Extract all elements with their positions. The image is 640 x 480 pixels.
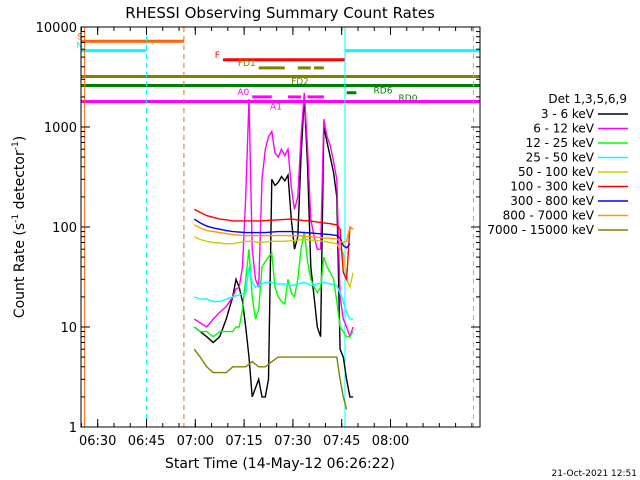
state-label-s: S bbox=[77, 32, 83, 42]
legend-entry-label: 25 - 50 keV bbox=[526, 151, 595, 165]
legend-entry-label: 12 - 25 keV bbox=[526, 136, 595, 150]
state-label-a1: A1 bbox=[270, 102, 282, 112]
legend-entry-label: 100 - 300 keV bbox=[510, 180, 594, 194]
y-axis-ticks: 1 10 100 1000 10000 bbox=[36, 21, 480, 436]
y-axis-label-main: Count Rate (s bbox=[12, 223, 28, 318]
series-line-8 bbox=[193, 348, 348, 410]
series-line-4 bbox=[193, 236, 354, 290]
legend-entry-label: 6 - 12 keV bbox=[533, 122, 595, 136]
x-tick-label: 06:30 bbox=[79, 434, 116, 449]
footer-timestamp: 21-Oct-2021 12:51 bbox=[552, 469, 637, 479]
series-line-2 bbox=[193, 231, 354, 338]
state-label-n: N bbox=[76, 42, 83, 52]
y-tick-label: 1 bbox=[69, 421, 77, 436]
y-axis-label: Count Rate (s-1 detector-1) bbox=[11, 136, 28, 318]
series-lines bbox=[193, 92, 354, 410]
series-line-7 bbox=[193, 224, 354, 244]
chart-title: RHESSI Observing Summary Count Rates bbox=[125, 4, 435, 22]
x-tick-label: 06:45 bbox=[128, 434, 165, 449]
y-axis-label-tail: detector bbox=[12, 150, 28, 214]
y-tick-label: 1000 bbox=[44, 121, 77, 136]
legend-entry-label: 3 - 6 keV bbox=[541, 107, 595, 121]
y-tick-label: 100 bbox=[52, 221, 77, 236]
y-tick-label: 10000 bbox=[36, 21, 77, 36]
x-axis-label: Start Time (14-May-12 06:26:22) bbox=[165, 456, 395, 472]
legend-entry-label: 50 - 100 keV bbox=[518, 165, 595, 179]
series-line-5 bbox=[193, 208, 354, 282]
instrument-state-bars: SN F FD1 FD2 RD6 RD0 A0 A1 bbox=[76, 32, 480, 112]
state-label-f: F bbox=[215, 51, 220, 61]
y-axis-label-exp: -1 bbox=[11, 214, 21, 223]
series-line-0 bbox=[193, 96, 354, 398]
x-tick-label: 07:15 bbox=[225, 434, 262, 449]
x-axis-ticks: 06:30 06:45 07:00 07:15 07:30 07:45 08:00 bbox=[79, 27, 473, 449]
state-label-fd1: FD1 bbox=[238, 59, 256, 69]
state-label-rd6: RD6 bbox=[374, 87, 393, 97]
x-tick-label: 08:00 bbox=[372, 434, 409, 449]
x-tick-label: 07:00 bbox=[177, 434, 214, 449]
series-line-3 bbox=[194, 266, 354, 320]
state-label-rd0: RD0 bbox=[399, 94, 418, 104]
legend-entry-label: 300 - 800 keV bbox=[510, 194, 594, 208]
series-line-6 bbox=[193, 218, 351, 249]
x-tick-label: 07:30 bbox=[274, 434, 311, 449]
x-tick-label: 07:45 bbox=[323, 434, 360, 449]
legend-entry-label: 800 - 7000 keV bbox=[503, 209, 595, 223]
y-axis-label-exp2: -1 bbox=[11, 141, 21, 150]
legend-title: Det 1,3,5,6,9 bbox=[548, 92, 627, 106]
state-label-fd2: FD2 bbox=[291, 77, 309, 87]
y-axis-label-close: ) bbox=[12, 136, 28, 141]
y-tick-label: 10 bbox=[60, 321, 77, 336]
series-line-1 bbox=[193, 92, 354, 339]
state-label-a0: A0 bbox=[237, 88, 249, 98]
legend-entry-label: 7000 - 15000 keV bbox=[487, 223, 594, 237]
